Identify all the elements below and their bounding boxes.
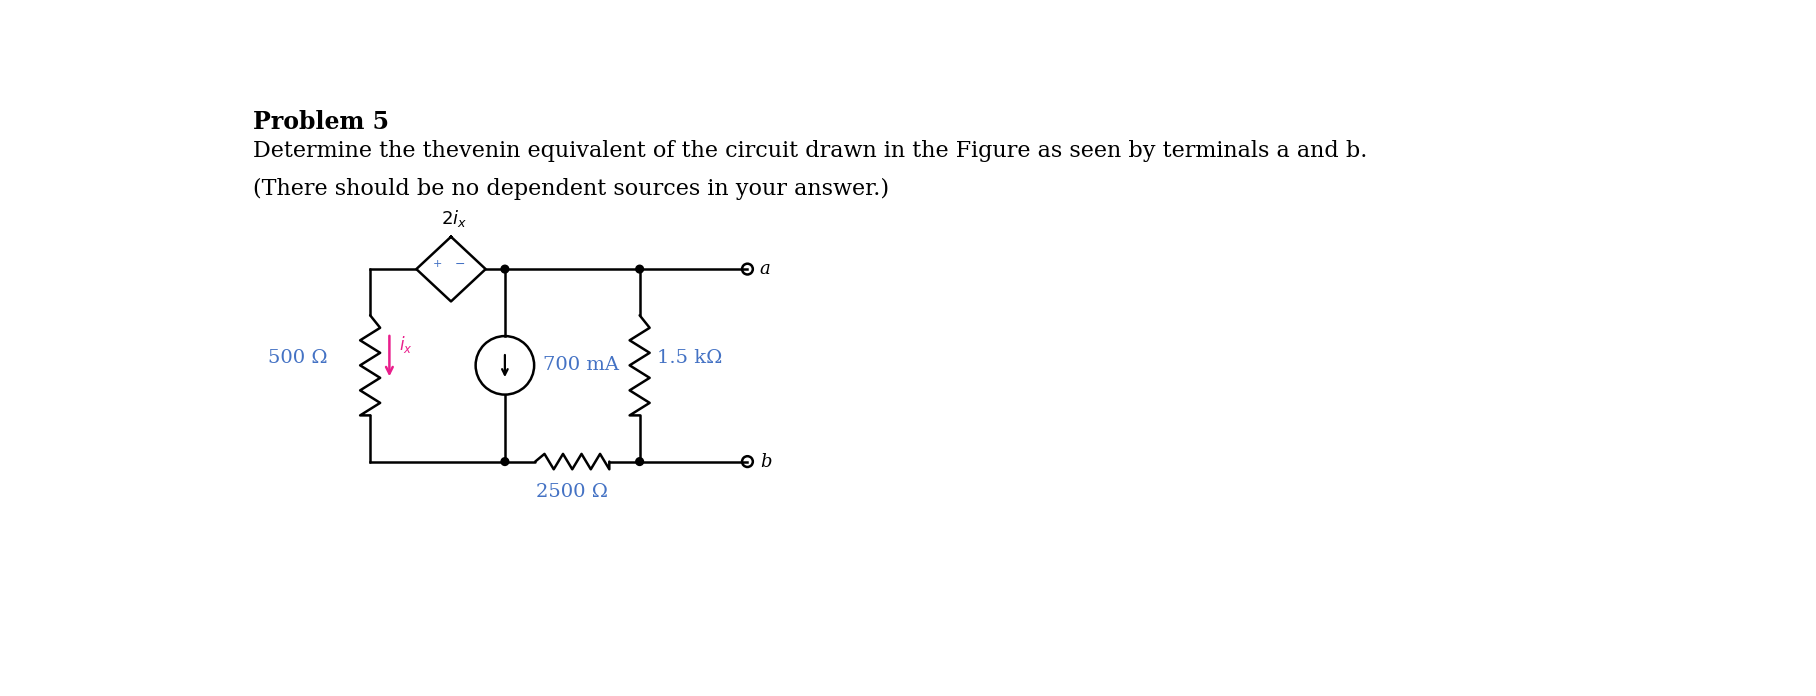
Text: 700 mA: 700 mA bbox=[543, 356, 619, 374]
Circle shape bbox=[636, 265, 643, 273]
Text: Problem 5: Problem 5 bbox=[252, 110, 389, 134]
Text: (There should be no dependent sources in your answer.): (There should be no dependent sources in… bbox=[252, 177, 890, 200]
Text: 1.5 kΩ: 1.5 kΩ bbox=[657, 349, 723, 367]
Text: 500 Ω: 500 Ω bbox=[269, 349, 329, 367]
Text: −: − bbox=[456, 258, 465, 271]
Circle shape bbox=[501, 458, 508, 466]
Text: 2500 Ω: 2500 Ω bbox=[536, 483, 608, 501]
Text: b: b bbox=[759, 452, 772, 470]
Text: $2i_x$: $2i_x$ bbox=[441, 208, 467, 229]
Text: $i_x$: $i_x$ bbox=[400, 334, 412, 355]
Text: Determine the thevenin equivalent of the circuit drawn in the Figure as seen by : Determine the thevenin equivalent of the… bbox=[252, 141, 1367, 162]
Text: a: a bbox=[759, 260, 770, 278]
Text: +: + bbox=[434, 260, 443, 269]
Circle shape bbox=[501, 265, 508, 273]
Circle shape bbox=[636, 458, 643, 466]
